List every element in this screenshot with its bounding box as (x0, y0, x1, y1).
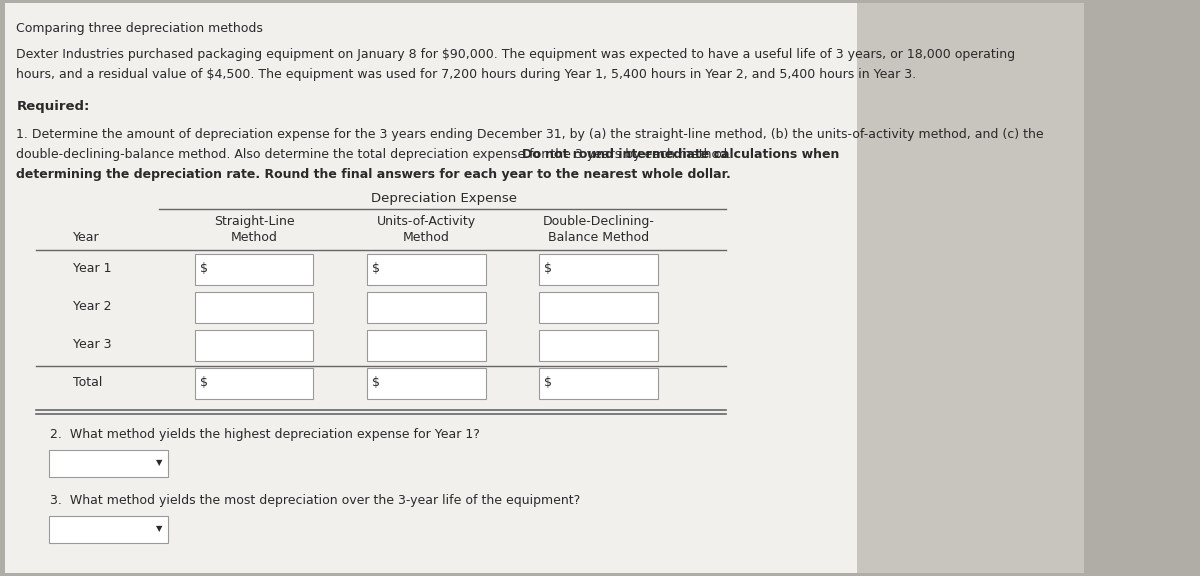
Text: 1. Determine the amount of depreciation expense for the 3 years ending December : 1. Determine the amount of depreciation … (17, 128, 1044, 141)
FancyBboxPatch shape (367, 367, 486, 399)
Text: $: $ (199, 263, 208, 275)
FancyBboxPatch shape (194, 253, 313, 285)
Text: $: $ (545, 263, 552, 275)
FancyBboxPatch shape (367, 329, 486, 361)
Text: 2.  What method yields the highest depreciation expense for Year 1?: 2. What method yields the highest deprec… (50, 428, 480, 441)
Text: Method: Method (230, 231, 277, 244)
Text: double-declining-balance method. Also determine the total depreciation expense f: double-declining-balance method. Also de… (17, 148, 736, 161)
FancyBboxPatch shape (367, 291, 486, 323)
FancyBboxPatch shape (367, 253, 486, 285)
Text: $: $ (199, 377, 208, 389)
Text: Total: Total (72, 377, 102, 389)
Text: 3.  What method yields the most depreciation over the 3-year life of the equipme: 3. What method yields the most depreciat… (50, 494, 580, 507)
Bar (857, 3, 1084, 573)
Text: ▼: ▼ (156, 458, 162, 468)
FancyBboxPatch shape (539, 367, 658, 399)
Text: Units-of-Activity: Units-of-Activity (377, 215, 476, 228)
Text: Double-Declining-: Double-Declining- (542, 215, 654, 228)
Text: $: $ (372, 263, 380, 275)
Text: hours, and a residual value of $4,500. The equipment was used for 7,200 hours du: hours, and a residual value of $4,500. T… (17, 68, 917, 81)
Text: Year: Year (72, 231, 100, 244)
FancyBboxPatch shape (194, 329, 313, 361)
Text: Year 3: Year 3 (72, 339, 112, 351)
FancyBboxPatch shape (539, 253, 658, 285)
Text: ▼: ▼ (156, 525, 162, 533)
Text: Year 1: Year 1 (72, 263, 112, 275)
FancyBboxPatch shape (194, 291, 313, 323)
Text: Do not round intermediate calculations when: Do not round intermediate calculations w… (522, 148, 839, 161)
FancyBboxPatch shape (539, 291, 658, 323)
Text: Dexter Industries purchased packaging equipment on January 8 for $90,000. The eq: Dexter Industries purchased packaging eq… (17, 48, 1015, 61)
Text: Straight-Line: Straight-Line (214, 215, 294, 228)
Text: Method: Method (403, 231, 450, 244)
Text: Balance Method: Balance Method (548, 231, 649, 244)
Text: Year 2: Year 2 (72, 301, 112, 313)
Text: Comparing three depreciation methods: Comparing three depreciation methods (17, 22, 263, 35)
FancyBboxPatch shape (49, 449, 168, 476)
FancyBboxPatch shape (194, 367, 313, 399)
Text: Depreciation Expense: Depreciation Expense (372, 192, 517, 205)
Text: Required:: Required: (17, 100, 90, 113)
Text: $: $ (545, 377, 552, 389)
Text: determining the depreciation rate. Round the final answers for each year to the : determining the depreciation rate. Round… (17, 168, 731, 181)
Text: $: $ (372, 377, 380, 389)
FancyBboxPatch shape (539, 329, 658, 361)
Bar (5, 3, 857, 573)
FancyBboxPatch shape (49, 516, 168, 543)
